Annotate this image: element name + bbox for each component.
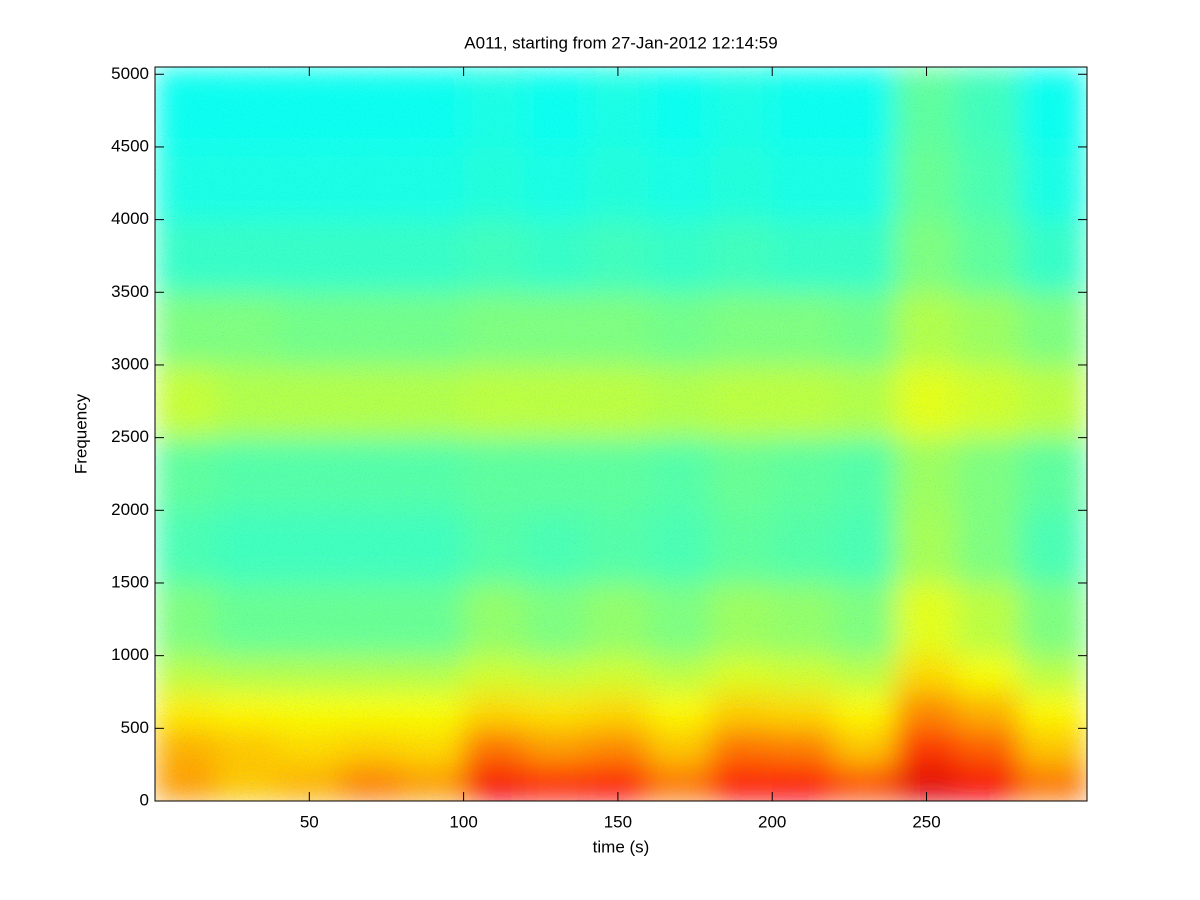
chart-title: A011, starting from 27-Jan-2012 12:14:59 [464,33,777,52]
y-tick-label: 3000 [111,354,149,373]
y-tick-label: 1000 [111,645,149,664]
y-tick-label: 500 [121,718,149,737]
x-tick-label: 100 [449,812,477,831]
y-tick-label: 0 [140,790,149,809]
axes: 50 100 150 200 25005001000150020002500300035… [111,64,1087,831]
y-tick-label: 4500 [111,136,149,155]
y-tick-label: 1500 [111,572,149,591]
y-tick-label: 2500 [111,427,149,446]
plot-frame [154,66,1088,802]
texture [155,67,1087,801]
y-tick-label: 5000 [111,64,149,83]
x-tick-label: 200 [758,812,786,831]
y-tick-label: 2000 [111,500,149,519]
x-axis-label: time (s) [593,837,650,856]
x-tick-label: 250 [912,812,940,831]
y-axis-label: Frequency [71,393,90,474]
x-tick-label: 50 [300,812,319,831]
x-tick-label: 150 [604,812,632,831]
y-tick-label: 4000 [111,209,149,228]
y-tick-label: 3500 [111,282,149,301]
noise-texture [155,67,1087,801]
